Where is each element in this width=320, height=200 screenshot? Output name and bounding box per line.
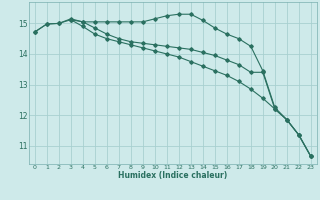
X-axis label: Humidex (Indice chaleur): Humidex (Indice chaleur) [118, 171, 228, 180]
